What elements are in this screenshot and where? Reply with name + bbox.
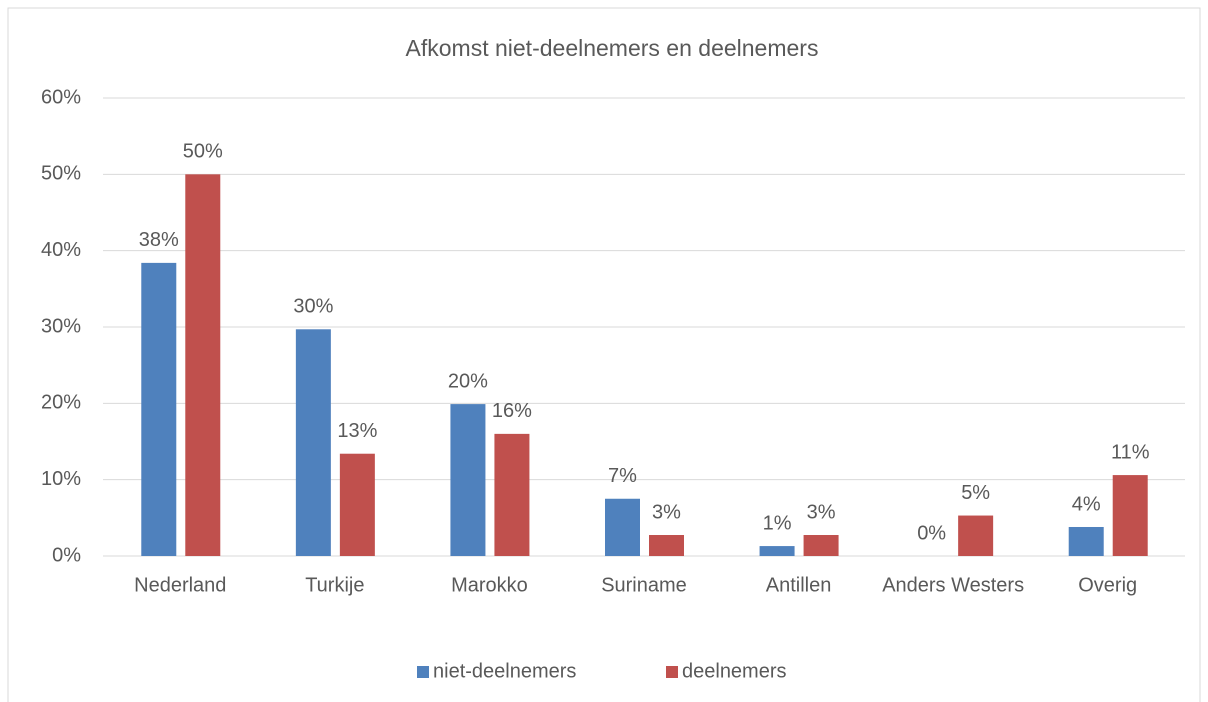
data-label: 11% xyxy=(1111,441,1150,463)
bar xyxy=(649,535,684,556)
bar xyxy=(1112,475,1148,556)
bar xyxy=(141,262,177,556)
legend-label: deelnemers xyxy=(682,660,787,682)
x-tick-label: Antillen xyxy=(766,574,832,596)
bar xyxy=(185,174,221,557)
y-tick-label: 0% xyxy=(52,544,81,566)
legend-label: niet-deelnemers xyxy=(433,660,576,682)
bar xyxy=(803,535,839,556)
x-tick-label: Overig xyxy=(1078,574,1137,596)
data-label: 20% xyxy=(448,370,488,392)
y-tick-label: 40% xyxy=(41,239,81,261)
data-label: 30% xyxy=(293,296,333,318)
data-label: 0% xyxy=(917,522,946,544)
data-label: 38% xyxy=(139,229,179,251)
data-label: 5% xyxy=(961,482,990,504)
legend-swatch xyxy=(417,666,429,678)
y-tick-label: 10% xyxy=(41,468,81,490)
data-label: 3% xyxy=(807,501,836,523)
data-label: 50% xyxy=(183,141,223,163)
x-tick-label: Marokko xyxy=(451,574,528,596)
data-label: 7% xyxy=(608,465,637,487)
bar xyxy=(759,546,795,556)
x-tick-label: Suriname xyxy=(601,574,687,596)
chart-title: Afkomst niet-deelnemers en deelnemers xyxy=(406,35,819,61)
data-label: 16% xyxy=(492,400,532,422)
bar xyxy=(295,329,331,556)
bar xyxy=(450,404,486,556)
data-label: 3% xyxy=(652,501,681,523)
data-label: 1% xyxy=(763,512,792,534)
x-tick-label: Anders Westers xyxy=(882,574,1024,596)
x-tick-label: Turkije xyxy=(305,574,364,596)
bar xyxy=(605,498,640,556)
y-tick-label: 30% xyxy=(41,315,81,337)
x-tick-label: Nederland xyxy=(134,574,226,596)
bar xyxy=(958,515,994,556)
data-label: 4% xyxy=(1072,493,1101,515)
bar xyxy=(339,453,375,556)
bar xyxy=(494,433,530,556)
y-tick-label: 60% xyxy=(41,86,81,108)
legend-swatch xyxy=(666,666,678,678)
data-label: 13% xyxy=(337,420,377,442)
y-tick-label: 50% xyxy=(41,163,81,185)
bar xyxy=(1068,526,1104,556)
y-tick-label: 20% xyxy=(41,392,81,414)
